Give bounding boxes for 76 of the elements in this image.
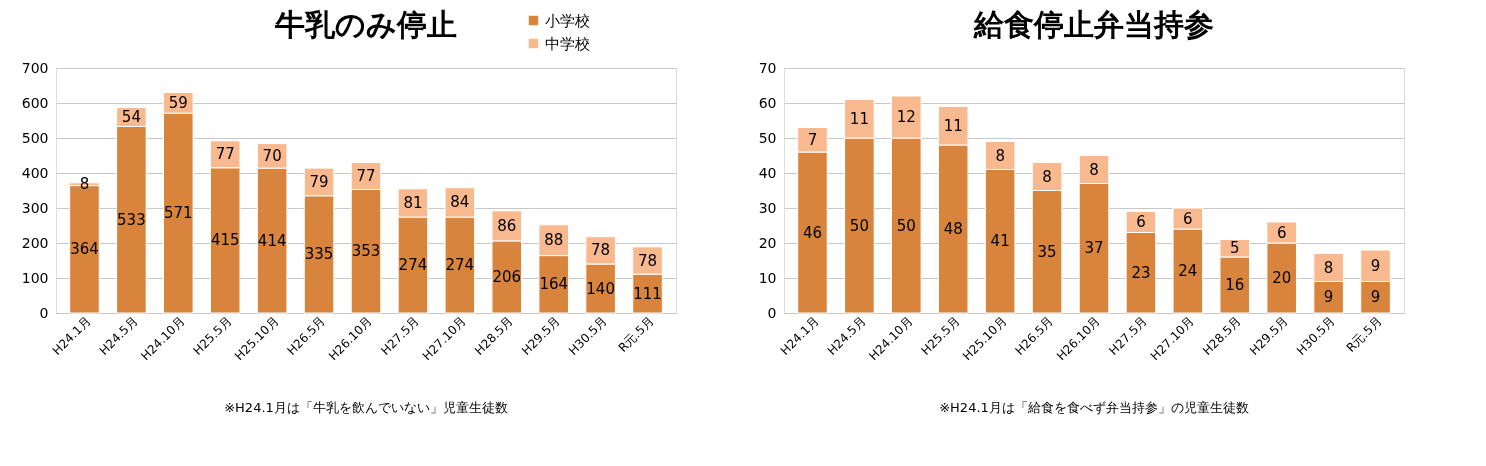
data-label: 16 bbox=[1225, 276, 1245, 294]
data-label: 20 bbox=[1272, 269, 1292, 287]
data-label: 6 bbox=[1276, 223, 1287, 242]
data-label: 8 bbox=[1323, 258, 1334, 277]
data-label: 6 bbox=[1183, 209, 1193, 228]
data-label: 84 bbox=[450, 193, 470, 212]
y-tick-label: 30 bbox=[758, 199, 777, 216]
y-tick-label: 10 bbox=[758, 269, 777, 286]
data-label: 86 bbox=[497, 216, 517, 235]
data-label: 24 bbox=[1178, 262, 1198, 280]
data-label: 164 bbox=[539, 275, 569, 294]
data-label: 79 bbox=[309, 172, 329, 191]
data-label: 77 bbox=[356, 166, 376, 185]
y-tick-label: 200 bbox=[21, 234, 49, 251]
legend-label: 中学校 bbox=[545, 34, 590, 53]
data-label: 6 bbox=[1136, 213, 1146, 231]
data-label: 140 bbox=[586, 279, 615, 298]
y-tick-label: 700 bbox=[21, 59, 49, 76]
y-tick-label: 40 bbox=[758, 164, 777, 181]
data-label: 571 bbox=[163, 204, 193, 223]
data-label: 274 bbox=[398, 256, 428, 275]
data-label: 274 bbox=[445, 256, 475, 275]
data-label: 9 bbox=[1370, 288, 1381, 307]
data-label: 81 bbox=[403, 193, 423, 212]
y-tick-label: 400 bbox=[21, 164, 49, 181]
data-label: 9 bbox=[1323, 288, 1334, 307]
y-tick-label: 300 bbox=[21, 199, 49, 216]
data-label: 353 bbox=[351, 242, 381, 261]
data-label: 335 bbox=[304, 245, 334, 264]
data-label: 12 bbox=[896, 108, 916, 126]
data-label: 8 bbox=[1042, 167, 1052, 186]
data-label: 46 bbox=[802, 223, 823, 242]
x-tick-label: R元.5月 bbox=[1343, 314, 1385, 355]
data-label: 78 bbox=[591, 241, 611, 260]
data-label: 9 bbox=[1370, 256, 1381, 275]
data-label: 8 bbox=[995, 146, 1005, 165]
data-label: 533 bbox=[117, 210, 146, 229]
data-label: 37 bbox=[1084, 239, 1104, 258]
y-tick-label: 20 bbox=[758, 234, 777, 251]
data-label: 11 bbox=[849, 109, 869, 128]
data-label: 50 bbox=[849, 216, 869, 235]
data-label: 5 bbox=[1230, 239, 1240, 258]
data-label: 70 bbox=[262, 146, 282, 165]
text: ※H24.1月は「牛乳を飲んでいない」児童生徒数 bbox=[224, 400, 508, 415]
data-label: 111 bbox=[633, 284, 662, 303]
data-label: 48 bbox=[943, 220, 963, 238]
data-label: 77 bbox=[215, 145, 235, 164]
y-tick-label: 0 bbox=[767, 304, 777, 321]
y-tick-label: 500 bbox=[21, 129, 49, 146]
y-tick-label: 50 bbox=[758, 129, 777, 146]
chart-title: 給食停止弁当持参 bbox=[973, 7, 1214, 42]
legend-label: 小学校 bbox=[545, 11, 590, 30]
y-tick-label: 60 bbox=[758, 94, 777, 111]
y-tick-label: 100 bbox=[21, 269, 49, 286]
data-label: 206 bbox=[492, 267, 522, 286]
data-label: 11 bbox=[943, 116, 963, 135]
data-label: 415 bbox=[210, 231, 240, 250]
y-tick-label: 70 bbox=[758, 59, 777, 76]
data-label: 364 bbox=[70, 240, 99, 259]
data-label: 50 bbox=[896, 216, 916, 235]
data-label: 41 bbox=[990, 232, 1010, 251]
data-label: 23 bbox=[1131, 263, 1151, 282]
data-label: 54 bbox=[121, 108, 141, 126]
data-label: 7 bbox=[807, 130, 818, 149]
data-label: 8 bbox=[79, 175, 90, 194]
chart-title: 牛乳のみ停止 bbox=[274, 7, 457, 42]
data-label: 414 bbox=[257, 231, 287, 250]
text: ※H24.1月は「給食を食べず弁当持参」の児童生徒数 bbox=[939, 400, 1249, 415]
data-label: 35 bbox=[1037, 242, 1057, 261]
data-label: 78 bbox=[637, 251, 658, 270]
data-label: 8 bbox=[1089, 160, 1099, 179]
y-tick-label: 600 bbox=[21, 94, 49, 111]
data-label: 59 bbox=[168, 93, 188, 112]
data-label: 88 bbox=[544, 231, 564, 250]
y-tick-label: 0 bbox=[39, 304, 49, 321]
x-tick-label: R元.5月 bbox=[615, 314, 657, 355]
